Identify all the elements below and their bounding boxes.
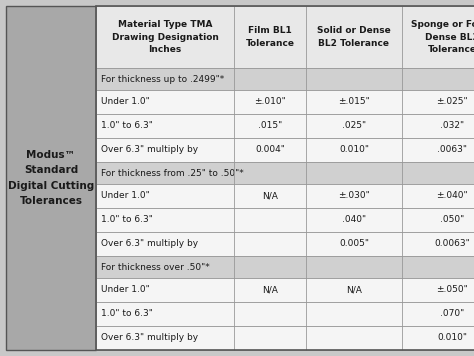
Text: 0.004": 0.004" — [255, 146, 285, 155]
Bar — [96, 6, 474, 350]
Text: .050": .050" — [440, 215, 464, 225]
Text: .015": .015" — [258, 121, 282, 131]
Text: .025": .025" — [342, 121, 366, 131]
Bar — [96, 184, 474, 208]
Text: ±.050": ±.050" — [436, 286, 468, 294]
Text: For thickness over .50"*: For thickness over .50"* — [101, 262, 210, 272]
Text: ±.015": ±.015" — [338, 98, 370, 106]
Text: Sponge or Foam
Dense BL3
Tolerance: Sponge or Foam Dense BL3 Tolerance — [411, 20, 474, 54]
Text: ±.010": ±.010" — [254, 98, 286, 106]
Bar — [96, 208, 474, 232]
Text: .032": .032" — [440, 121, 464, 131]
Text: .040": .040" — [342, 215, 366, 225]
Text: 0.010": 0.010" — [437, 334, 467, 342]
Bar — [96, 68, 474, 90]
Bar — [96, 326, 474, 350]
Text: 0.010": 0.010" — [339, 146, 369, 155]
Bar — [96, 114, 474, 138]
Text: ±.025": ±.025" — [436, 98, 468, 106]
Text: Over 6.3" multiply by: Over 6.3" multiply by — [101, 334, 198, 342]
Text: ±.030": ±.030" — [338, 192, 370, 200]
Text: Under 1.0": Under 1.0" — [101, 286, 150, 294]
Text: Material Type TMA
Drawing Designation
Inches: Material Type TMA Drawing Designation In… — [111, 20, 219, 54]
Text: N/A: N/A — [346, 286, 362, 294]
Bar — [96, 256, 474, 278]
Bar — [96, 162, 474, 184]
Text: For thickness up to .2499"*: For thickness up to .2499"* — [101, 74, 224, 84]
Bar — [96, 278, 474, 302]
Text: Over 6.3" multiply by: Over 6.3" multiply by — [101, 146, 198, 155]
Text: 1.0" to 6.3": 1.0" to 6.3" — [101, 121, 153, 131]
Text: 0.005": 0.005" — [339, 240, 369, 248]
Bar — [96, 138, 474, 162]
Text: Solid or Dense
BL2 Tolerance: Solid or Dense BL2 Tolerance — [317, 26, 391, 48]
Bar — [96, 232, 474, 256]
Bar — [96, 302, 474, 326]
Text: Under 1.0": Under 1.0" — [101, 98, 150, 106]
Text: N/A: N/A — [262, 286, 278, 294]
Bar — [96, 6, 474, 68]
Text: N/A: N/A — [262, 192, 278, 200]
Text: Modus™
Standard
Digital Cutting
Tolerances: Modus™ Standard Digital Cutting Toleranc… — [8, 150, 94, 206]
Text: ±.040": ±.040" — [436, 192, 468, 200]
Text: .0063": .0063" — [437, 146, 467, 155]
Text: .070": .070" — [440, 309, 464, 319]
Text: 0.0063": 0.0063" — [434, 240, 470, 248]
Text: Film BL1
Tolerance: Film BL1 Tolerance — [246, 26, 294, 48]
Text: 1.0" to 6.3": 1.0" to 6.3" — [101, 215, 153, 225]
Text: 1.0" to 6.3": 1.0" to 6.3" — [101, 309, 153, 319]
Bar — [96, 90, 474, 114]
Text: Under 1.0": Under 1.0" — [101, 192, 150, 200]
Text: For thickness from .25" to .50"*: For thickness from .25" to .50"* — [101, 168, 244, 178]
Text: Over 6.3" multiply by: Over 6.3" multiply by — [101, 240, 198, 248]
Bar — [6, 6, 96, 350]
